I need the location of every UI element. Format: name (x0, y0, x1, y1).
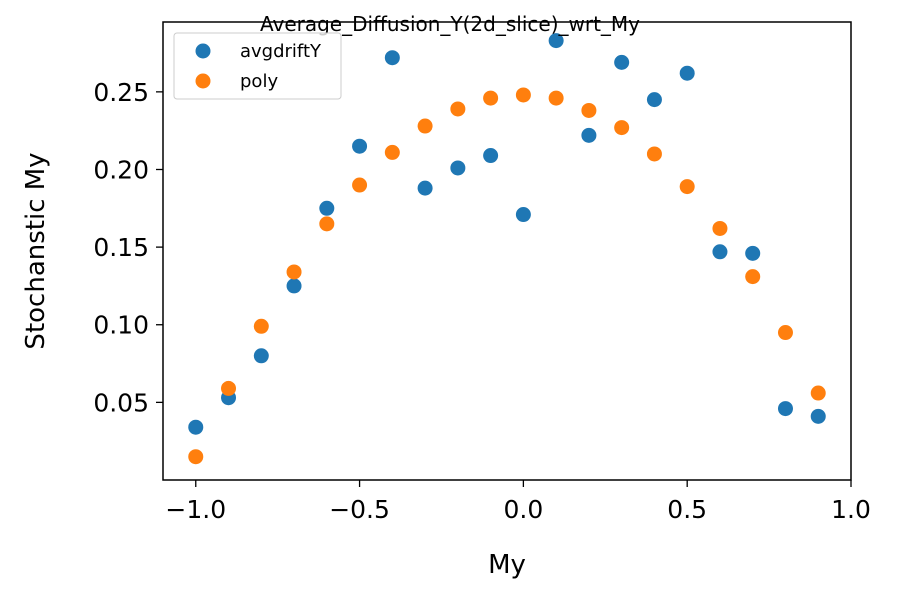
point-poly-13 (614, 120, 630, 136)
point-avgdrifty-12 (581, 127, 597, 143)
point-avgdrifty-3 (286, 278, 302, 294)
point-poly-18 (777, 325, 793, 341)
point-avgdrifty-10 (515, 207, 531, 223)
legend-marker-avgdrifty (195, 43, 211, 59)
point-poly-10 (515, 87, 531, 103)
point-avgdrifty-7 (417, 180, 433, 196)
x-tick-label: 0.5 (667, 495, 707, 524)
point-avgdrifty-16 (712, 244, 728, 260)
point-poly-4 (319, 216, 335, 232)
legend-label-avgdrifty: avgdriftY (240, 41, 322, 62)
y-axis-label: Stochanstic My (21, 152, 51, 349)
point-avgdrifty-14 (646, 92, 662, 108)
point-poly-9 (483, 90, 499, 106)
point-avgdrifty-15 (679, 65, 695, 81)
point-poly-19 (810, 385, 826, 401)
y-tick-label: 0.05 (93, 388, 149, 417)
x-axis-ticks: −1.0 −0.5 0.0 0.5 1.0 (165, 480, 871, 524)
point-poly-12 (581, 102, 597, 118)
point-avgdrifty-4 (319, 200, 335, 216)
y-tick-label: 0.10 (93, 311, 149, 340)
point-avgdrifty-13 (614, 54, 630, 70)
point-poly-14 (646, 146, 662, 162)
y-axis-ticks: 0.05 0.10 0.15 0.20 0.25 (93, 78, 163, 417)
point-poly-0 (188, 449, 204, 465)
point-poly-7 (417, 118, 433, 134)
point-poly-15 (679, 179, 695, 195)
x-axis-label: My (488, 550, 526, 580)
data-points (188, 33, 826, 465)
point-poly-16 (712, 220, 728, 236)
legend-box (173, 32, 342, 100)
point-avgdrifty-2 (253, 348, 269, 364)
point-avgdrifty-19 (810, 408, 826, 424)
point-poly-2 (253, 318, 269, 334)
y-tick-label: 0.20 (93, 155, 149, 184)
point-poly-11 (548, 90, 564, 106)
point-poly-1 (221, 380, 237, 396)
legend-label-poly: poly (240, 71, 278, 92)
chart-title: Average_Diffusion_Y(2d_slice)_wrt_My (260, 12, 640, 36)
x-tick-label: −0.5 (329, 495, 390, 524)
point-poly-3 (286, 264, 302, 280)
point-avgdrifty-8 (450, 160, 466, 176)
x-tick-label: 1.0 (831, 495, 871, 524)
legend: avgdriftY poly (173, 32, 342, 100)
point-poly-8 (450, 101, 466, 117)
point-avgdrifty-5 (352, 138, 368, 154)
point-avgdrifty-18 (777, 401, 793, 417)
y-tick-label: 0.25 (93, 78, 149, 107)
x-tick-label: −1.0 (165, 495, 226, 524)
plot-area (162, 21, 852, 481)
x-tick-label: 0.0 (503, 495, 543, 524)
point-avgdrifty-11 (548, 33, 564, 49)
point-poly-6 (384, 144, 400, 160)
point-poly-17 (745, 269, 761, 285)
y-tick-label: 0.15 (93, 233, 149, 262)
point-avgdrifty-6 (384, 50, 400, 66)
point-avgdrifty-9 (483, 148, 499, 164)
point-poly-5 (352, 177, 368, 193)
point-avgdrifty-0 (188, 419, 204, 435)
legend-marker-poly (195, 73, 211, 89)
point-avgdrifty-17 (745, 245, 761, 261)
